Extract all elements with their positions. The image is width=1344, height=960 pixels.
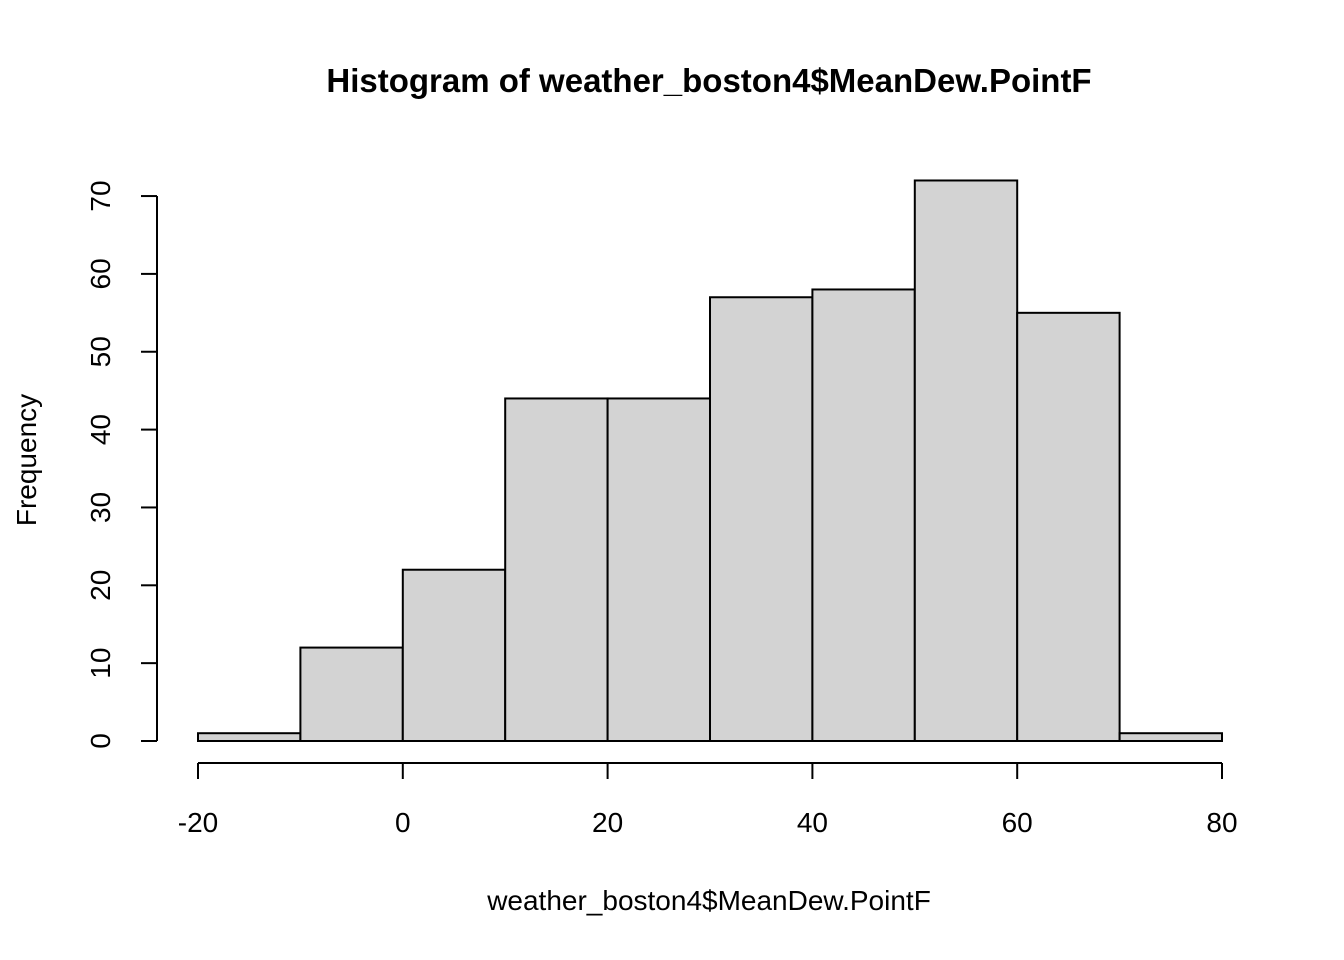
histogram-bar [401, 568, 507, 742]
x-tick-label: 60 [1002, 807, 1033, 838]
bars-group [197, 179, 1223, 743]
histogram-bar [504, 397, 609, 742]
y-axis: 0 10 20 30 40 50 60 70 [85, 180, 158, 749]
y-axis-label: Frequency [11, 394, 42, 526]
histogram-bar [709, 296, 814, 742]
y-tick-label: 10 [85, 648, 116, 679]
x-tick-label: 20 [592, 807, 623, 838]
x-tick-label: -20 [178, 807, 218, 838]
x-axis: -20 0 20 40 60 80 [178, 762, 1238, 838]
y-tick-label: 30 [85, 492, 116, 523]
x-tick-label: 0 [395, 807, 411, 838]
histogram-bar [606, 397, 711, 742]
y-tick-label: 0 [85, 733, 116, 749]
histogram-bar [1016, 311, 1121, 742]
y-tick-label: 50 [85, 336, 116, 367]
histogram-bar [299, 646, 404, 743]
chart-title: Histogram of weather_boston4$MeanDew.Poi… [326, 62, 1091, 99]
y-tick-label: 40 [85, 414, 116, 445]
histogram-bar [197, 732, 302, 743]
y-tick-label: 70 [85, 180, 116, 211]
x-axis-label: weather_boston4$MeanDew.PointF [486, 885, 931, 916]
histogram-bar [1118, 732, 1223, 743]
y-tick-label: 20 [85, 570, 116, 601]
x-tick-label: 40 [797, 807, 828, 838]
y-tick-label: 60 [85, 258, 116, 289]
x-tick-label: 80 [1206, 807, 1237, 838]
histogram-bar [913, 179, 1019, 743]
histogram-bar [811, 288, 916, 742]
